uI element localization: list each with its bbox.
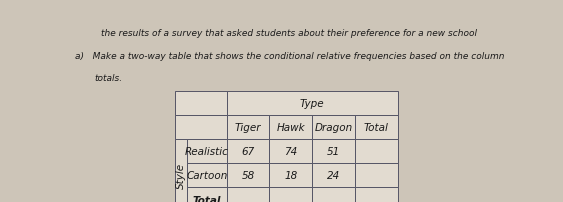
Text: 18: 18	[284, 170, 297, 180]
Bar	[175, 139, 187, 202]
Bar	[269, 188, 312, 202]
Bar	[269, 139, 312, 163]
Bar	[187, 163, 226, 188]
Bar	[312, 163, 355, 188]
Text: Style: Style	[176, 162, 186, 188]
Bar	[187, 188, 226, 202]
Text: 24: 24	[327, 170, 340, 180]
Bar	[175, 91, 226, 115]
Text: Total: Total	[364, 122, 388, 132]
Text: totals.: totals.	[95, 74, 123, 83]
Bar	[226, 91, 397, 115]
Bar	[226, 163, 269, 188]
Bar	[175, 115, 226, 139]
Text: a)   Make a two-way table that shows the conditional relative frequencies based : a) Make a two-way table that shows the c…	[75, 52, 504, 61]
Text: 74: 74	[284, 146, 297, 156]
Bar	[226, 115, 269, 139]
Text: Hawk: Hawk	[276, 122, 305, 132]
Text: Type: Type	[300, 98, 324, 108]
Bar	[269, 115, 312, 139]
Text: Dragon: Dragon	[314, 122, 352, 132]
Text: 51: 51	[327, 146, 340, 156]
Text: Realistic: Realistic	[185, 146, 229, 156]
Bar	[355, 188, 397, 202]
Bar	[269, 163, 312, 188]
Text: Tiger: Tiger	[235, 122, 261, 132]
Bar	[312, 188, 355, 202]
Text: the results of a survey that asked students about their preference for a new sch: the results of a survey that asked stude…	[101, 29, 476, 38]
Bar	[355, 115, 397, 139]
Text: Cartoon: Cartoon	[186, 170, 227, 180]
Bar	[312, 139, 355, 163]
Text: 67: 67	[242, 146, 254, 156]
Bar	[355, 139, 397, 163]
Bar	[187, 139, 226, 163]
Bar	[226, 139, 269, 163]
Bar	[355, 163, 397, 188]
Text: 58: 58	[242, 170, 254, 180]
Bar	[312, 115, 355, 139]
Text: Total: Total	[193, 195, 221, 202]
Bar	[226, 188, 269, 202]
